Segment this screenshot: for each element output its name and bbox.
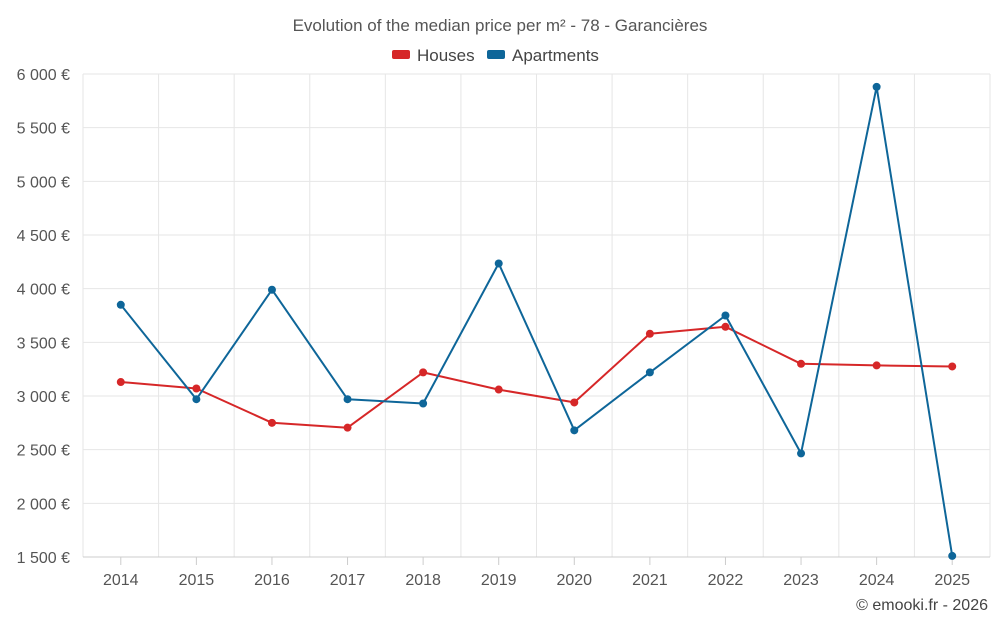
data-point-houses[interactable] — [116, 378, 125, 387]
data-point-houses[interactable] — [267, 418, 276, 427]
data-point-apartments[interactable] — [645, 368, 654, 377]
x-tick-label: 2016 — [254, 572, 290, 589]
data-point-houses[interactable] — [419, 368, 428, 377]
grid — [82, 73, 991, 557]
data-point-apartments[interactable] — [267, 285, 276, 294]
data-point-apartments[interactable] — [419, 399, 428, 408]
data-point-houses[interactable] — [645, 329, 654, 338]
x-tick-label: 2014 — [103, 572, 139, 589]
y-tick-label: 2 500 € — [17, 443, 70, 460]
series-houses — [116, 322, 957, 432]
y-tick-label: 2 000 € — [17, 496, 70, 513]
legend-item-houses[interactable]: Houses — [392, 46, 475, 65]
data-point-houses[interactable] — [797, 359, 806, 368]
y-tick-label: 5 000 € — [17, 174, 70, 191]
x-tick-label: 2023 — [783, 572, 819, 589]
y-tick-label: 3 500 € — [17, 335, 70, 352]
y-tick-label: 4 000 € — [17, 282, 70, 299]
data-point-apartments[interactable] — [116, 300, 125, 309]
data-point-houses[interactable] — [494, 385, 503, 394]
data-point-apartments[interactable] — [797, 449, 806, 458]
x-tick-label: 2021 — [632, 572, 668, 589]
data-point-apartments[interactable] — [721, 311, 730, 320]
chart-title: Evolution of the median price per m² - 7… — [293, 16, 708, 35]
x-tick-label: 2025 — [934, 572, 970, 589]
x-tick-label: 2024 — [859, 572, 895, 589]
legend-swatch-apartments — [487, 50, 505, 59]
axes: 1 500 € 2 000 € 2 500 € 3 000 € 3 500 € 4 000… — [17, 67, 990, 589]
data-point-apartments[interactable] — [192, 395, 201, 404]
y-tick-label: 3 000 € — [17, 389, 70, 406]
y-tick-label: 6 000 € — [17, 67, 70, 84]
y-tick-label: 5 500 € — [17, 121, 70, 138]
x-tick-label: 2015 — [179, 572, 215, 589]
data-point-houses[interactable] — [343, 423, 352, 432]
legend-swatch-houses — [392, 50, 410, 59]
legend-item-apartments[interactable]: Apartments — [487, 46, 599, 65]
x-tick-label: 2017 — [330, 572, 366, 589]
x-tick-label: 2022 — [708, 572, 744, 589]
data-point-houses[interactable] — [192, 384, 201, 393]
credit-text: © emooki.fr - 2026 — [856, 597, 988, 614]
series-line-houses — [120, 325, 953, 429]
data-point-apartments[interactable] — [494, 259, 503, 268]
data-point-apartments[interactable] — [343, 395, 352, 404]
x-tick-label: 2020 — [556, 572, 592, 589]
data-point-apartments[interactable] — [872, 82, 881, 91]
y-tick-label: 1 500 € — [17, 550, 70, 567]
y-tick-label: 4 500 € — [17, 228, 70, 245]
data-point-apartments[interactable] — [570, 426, 579, 435]
data-point-houses[interactable] — [721, 322, 730, 331]
x-tick-label: 2018 — [405, 572, 441, 589]
data-point-apartments[interactable] — [948, 551, 957, 560]
series-apartments — [116, 82, 957, 560]
data-point-houses[interactable] — [872, 361, 881, 370]
legend-label-houses: Houses — [417, 46, 475, 65]
series — [116, 82, 957, 560]
data-point-houses[interactable] — [570, 398, 579, 407]
legend-label-apartments: Apartments — [512, 46, 599, 65]
data-point-houses[interactable] — [948, 362, 957, 371]
legend: Houses Apartments — [392, 46, 599, 65]
series-line-apartments — [120, 85, 954, 557]
x-tick-label: 2019 — [481, 572, 517, 589]
